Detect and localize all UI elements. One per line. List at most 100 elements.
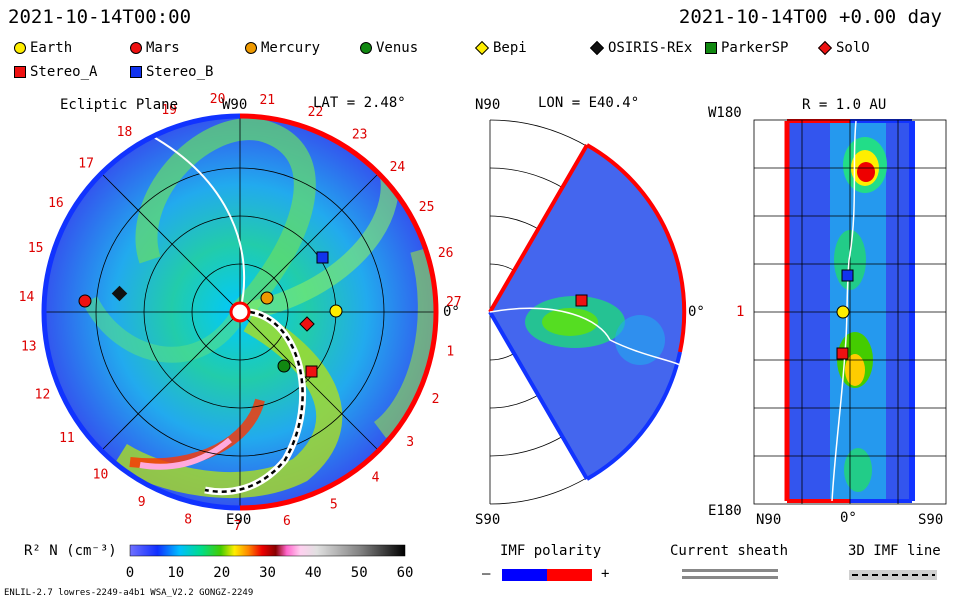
legend-item-earth: Earth	[14, 40, 72, 56]
sector-label: 11	[59, 431, 75, 446]
legend-label: Stereo_A	[30, 64, 98, 80]
sector-label: 21	[259, 93, 275, 108]
legend-label: SolO	[836, 40, 870, 56]
legend-square-icon	[705, 42, 717, 54]
sector-label: 12	[35, 388, 51, 403]
sector-label: 5	[330, 497, 338, 512]
legend-circle-icon	[130, 42, 142, 54]
legend-label: ParkerSP	[721, 40, 789, 56]
sector-label: 9	[138, 495, 146, 510]
sector-label: 26	[438, 246, 454, 261]
stereo-a-marker	[305, 365, 318, 378]
mercury-marker	[260, 291, 274, 305]
legend-label: Mars	[146, 40, 180, 56]
earth-radial-marker	[836, 305, 850, 319]
legend-item-venus: Venus	[360, 40, 418, 56]
sector-label: 19	[161, 103, 177, 118]
legend-item-osiris-rex: OSIRIS-REx	[589, 40, 693, 56]
sector-label: 15	[28, 241, 44, 256]
legend-label: Stereo_B	[146, 64, 214, 80]
legend-circle-icon	[360, 42, 372, 54]
imf-polarity-neg-bar	[502, 569, 547, 581]
current-sheath-swatch	[682, 569, 778, 579]
legend-item-solo: SolO	[817, 40, 870, 56]
imf-polarity-title: IMF polarity	[500, 543, 602, 559]
radial-x-right-label: S90	[918, 512, 944, 528]
imf-line-swatch	[849, 570, 937, 580]
venus-marker	[277, 359, 291, 373]
radial-x-left-label: N90	[756, 512, 782, 528]
radial-x-mid-label: 0°	[840, 510, 857, 526]
legend-label: OSIRIS-REx	[608, 40, 693, 56]
legend-item-parkersp: ParkerSP	[705, 40, 788, 56]
colorbar-tick-label: 10	[167, 565, 184, 581]
imf-3d-line	[204, 310, 304, 493]
radial-grid	[753, 119, 947, 505]
legend-label: Mercury	[261, 40, 321, 56]
colorbar-tick-label: 40	[305, 565, 322, 581]
sector-label: 23	[352, 128, 368, 143]
radial-mid-left-label: 1	[736, 304, 745, 320]
legend-label: Bepi	[493, 40, 527, 56]
sector-label: 16	[48, 196, 64, 211]
radial-panel	[753, 119, 947, 505]
radial-top-left-label: W180	[708, 105, 742, 121]
stereo-b-radial-marker	[841, 269, 854, 282]
legend-item-stereo-a: Stereo_A	[14, 64, 97, 80]
solo-marker	[299, 316, 315, 332]
sector-label: 8	[184, 513, 192, 528]
imf-polarity-minus: –	[482, 566, 491, 582]
model-info: ENLIL-2.7 lowres-2249-a4b1 WSA_V2.2 GONG…	[4, 588, 254, 598]
imf-spiral-line	[149, 134, 246, 313]
sector-label: 14	[19, 290, 35, 305]
sector-label: 20	[210, 92, 226, 107]
ecliptic-panel: 20 21222324252627123456789101112131415161…	[19, 92, 462, 534]
colorbar-ticks: 0 10 20 30 40 50 60	[126, 565, 414, 581]
meridional-imf-line	[489, 307, 681, 366]
sector-label: 7	[234, 519, 242, 534]
sector-label: 4	[372, 471, 380, 486]
meridional-bottom-label: S90	[475, 512, 501, 528]
legend-circle-icon	[245, 42, 257, 54]
meridional-lon-label: LON = E40.4°	[538, 95, 640, 111]
sector-label: 18	[117, 125, 133, 140]
legend-circle-icon	[14, 42, 26, 54]
radial-bottom-left-label: E180	[708, 503, 742, 519]
colorbar-tick-label: 0	[126, 565, 134, 581]
sector-label: 10	[93, 467, 109, 482]
imf-polarity-pos-bar	[547, 569, 592, 581]
imf-polarity-plus: +	[601, 566, 610, 582]
sector-label: 1	[446, 345, 454, 360]
polarity-ring-pos	[239, 113, 439, 511]
colorbar-tick-label: 20	[213, 565, 230, 581]
meridional-top-label: N90	[475, 97, 501, 113]
left-datetime: 2021-10-14T00:00	[8, 6, 192, 28]
colorbar-tick-label: 30	[259, 565, 276, 581]
stereo-b-marker	[316, 251, 329, 264]
radial-r-label: R = 1.0 AU	[802, 97, 887, 113]
ecliptic-right-label: 0°	[443, 304, 460, 320]
legend-square-icon	[130, 66, 142, 78]
earth-marker	[329, 304, 343, 318]
stereo-a-meridional-marker	[575, 294, 588, 307]
sector-label: 24	[390, 160, 406, 175]
colorbar	[129, 544, 406, 557]
legend-label: Earth	[30, 40, 73, 56]
colorbar-tick-label: 50	[351, 565, 368, 581]
sector-label: 27	[446, 295, 462, 310]
sector-label: 6	[283, 514, 291, 529]
ecliptic-bottom-label: E90	[226, 512, 252, 528]
ecliptic-top-label: W90	[222, 97, 248, 113]
current-sheath-title: Current sheath	[670, 543, 789, 559]
imf-line-title: 3D IMF line	[848, 543, 941, 559]
carrington-sector-labels: 20 21222324252627123456789101112131415161…	[19, 92, 462, 534]
sector-label: 3	[406, 435, 414, 450]
stereo-a-radial-marker	[836, 347, 849, 360]
sector-label: 22	[308, 105, 324, 120]
sun-marker	[229, 301, 251, 323]
legend-label: Venus	[376, 40, 419, 56]
meridional-right-label: 0°	[688, 304, 705, 320]
sector-label: 25	[419, 200, 435, 215]
polarity-ring-neg	[41, 113, 241, 511]
